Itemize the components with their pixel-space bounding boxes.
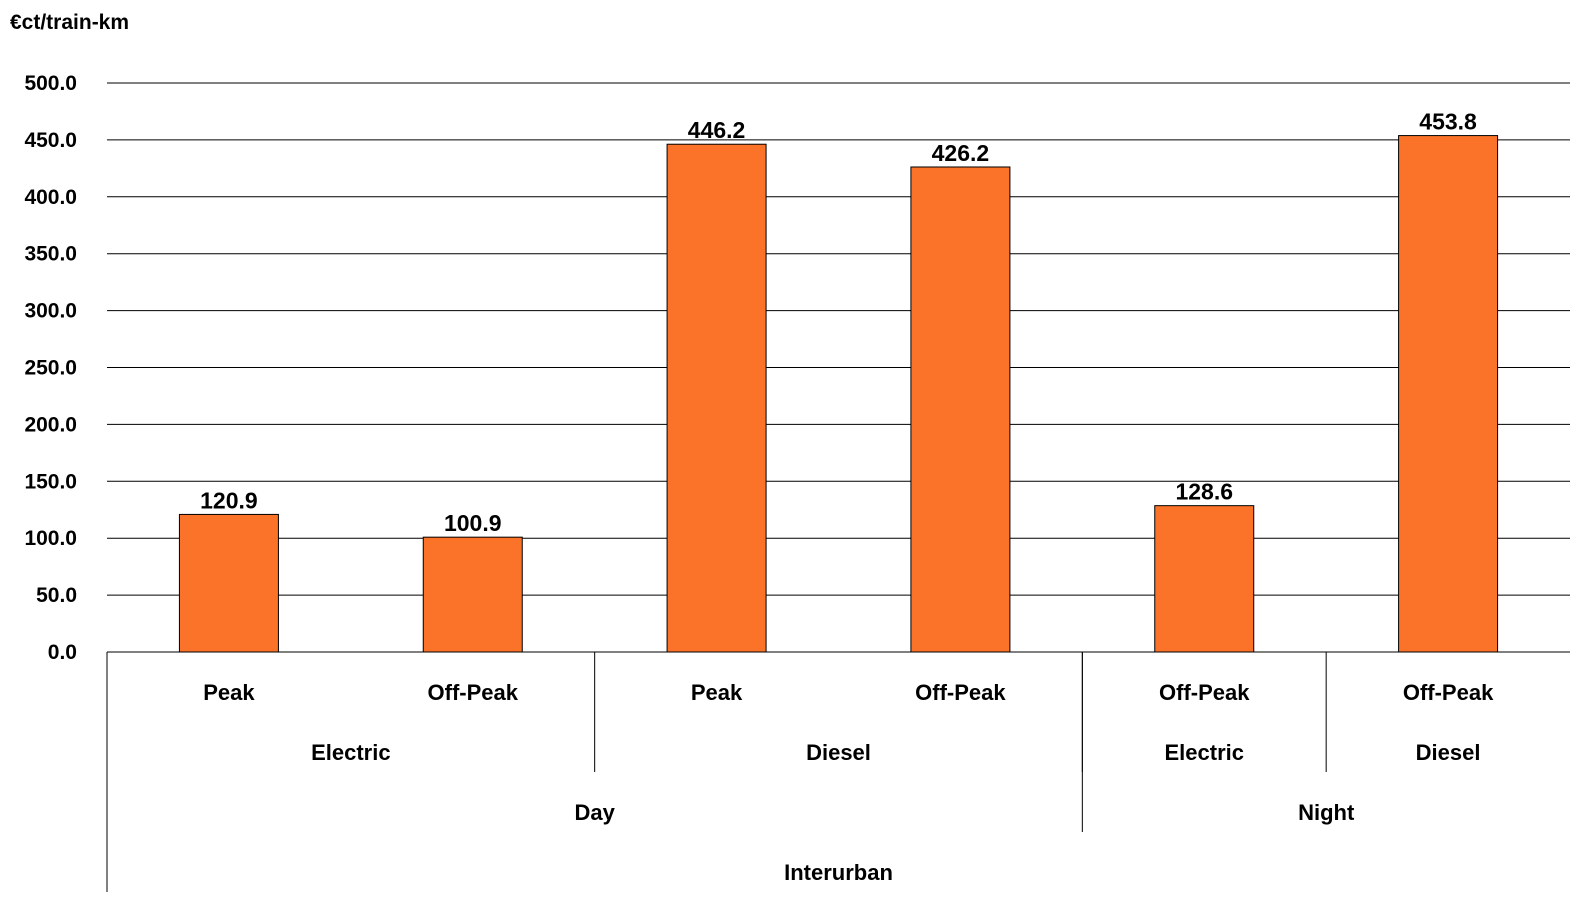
category-label: Peak [203, 680, 255, 705]
category-label: Off-Peak [915, 680, 1006, 705]
y-tick-label: 250.0 [24, 357, 77, 380]
y-tick-label: 450.0 [24, 129, 77, 152]
category-label: Off-Peak [428, 680, 519, 705]
fuel-group-label: Diesel [1416, 740, 1481, 765]
y-tick-label: 500.0 [24, 72, 77, 95]
bars [178, 135, 1499, 653]
y-tick-label: 0.0 [48, 641, 77, 664]
bar [910, 166, 1011, 653]
fuel-group-label: Electric [1165, 740, 1245, 765]
data-label: 453.8 [1419, 109, 1477, 135]
bar [1154, 505, 1255, 653]
y-unit-label: €ct/train-km [10, 11, 129, 34]
y-tick-label: 300.0 [24, 300, 77, 323]
y-tick-label: 150.0 [24, 470, 77, 493]
data-label: 426.2 [932, 140, 990, 166]
bar [1398, 135, 1499, 653]
fuel-group-label: Diesel [806, 740, 871, 765]
bar [178, 513, 279, 653]
y-tick-label: 50.0 [36, 584, 77, 607]
data-labels: 120.9 100.9 446.2 426.2 128.6 453.8 [200, 109, 1477, 537]
data-label: 120.9 [200, 487, 258, 513]
y-tick-label: 350.0 [24, 243, 77, 266]
bar [422, 536, 523, 653]
y-tick-label: 200.0 [24, 413, 77, 436]
data-label: 446.2 [688, 117, 746, 143]
gridlines [107, 82, 1570, 653]
y-tick-label: 100.0 [24, 527, 77, 550]
y-tick-label: 400.0 [24, 186, 77, 209]
service-group-label: Interurban [784, 860, 893, 885]
fuel-group-label: Electric [311, 740, 391, 765]
category-label: Off-Peak [1403, 680, 1494, 705]
bar [666, 143, 767, 653]
category-label: Off-Peak [1159, 680, 1250, 705]
time-group-label: Day [574, 800, 615, 825]
data-label: 128.6 [1175, 479, 1233, 505]
y-tick-labels: 0.0 50.0 100.0 150.0 200.0 250.0 300.0 350.0 400… [24, 72, 77, 664]
category-axis: Peak Off-Peak Peak Off-Peak Off-Peak Off-Peak… [106, 652, 1494, 892]
time-group-label: Night [1298, 800, 1355, 825]
category-label: Peak [691, 680, 743, 705]
data-label: 100.9 [444, 510, 502, 536]
